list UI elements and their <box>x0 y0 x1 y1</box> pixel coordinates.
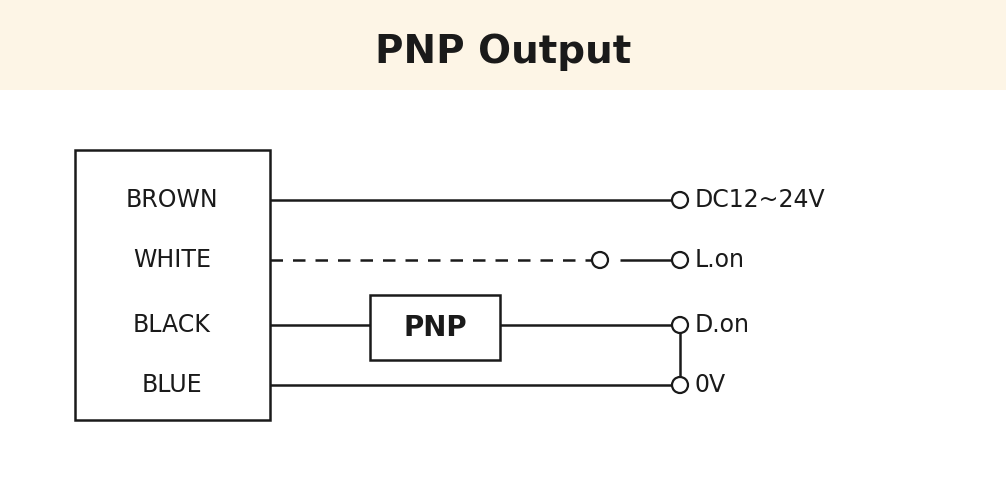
Text: PNP Output: PNP Output <box>375 33 631 71</box>
Text: D.on: D.on <box>695 313 750 337</box>
Bar <box>0 0 1006 90</box>
Ellipse shape <box>592 252 608 268</box>
Text: L.on: L.on <box>695 248 745 272</box>
Text: BROWN: BROWN <box>126 188 218 212</box>
Bar <box>75 150 270 420</box>
Text: PNP: PNP <box>403 314 467 342</box>
Text: WHITE: WHITE <box>133 248 211 272</box>
Text: BLACK: BLACK <box>133 313 211 337</box>
Text: 0V: 0V <box>695 373 726 397</box>
Ellipse shape <box>672 192 688 208</box>
Text: BLUE: BLUE <box>142 373 202 397</box>
Ellipse shape <box>672 377 688 393</box>
Ellipse shape <box>672 317 688 333</box>
Bar <box>370 295 500 360</box>
Text: DC12~24V: DC12~24V <box>695 188 826 212</box>
Ellipse shape <box>672 252 688 268</box>
